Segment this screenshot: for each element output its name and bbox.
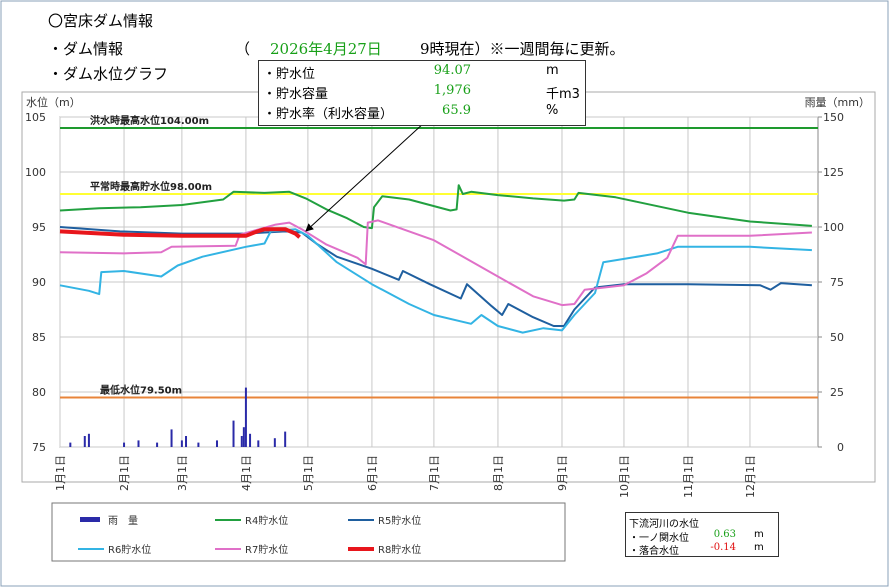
x-tick-label: 3月1日 [176,455,189,491]
rain-bar [69,442,72,447]
reference-label: 最低水位79.50m [100,384,182,397]
info-box: ・貯水位 94.07 m ・貯水容量 1,976 千m3 ・貯水率（利水容量） 65.9% [258,60,586,126]
legend-label: 雨 量 [108,515,138,527]
y2-axis-label: 雨量（mm） [805,96,870,109]
legend-label: R4貯水位 [245,514,288,527]
y-tick-label: 105 [25,111,46,124]
rain-bar [284,431,287,447]
info-unit: m [546,63,559,78]
info-label: ・貯水容量 [263,87,329,102]
water-level-line [59,219,812,307]
y2-tick-label: 50 [830,331,844,344]
rain-bar [170,429,173,447]
rain-bar [137,440,140,447]
y2-tick-label: 125 [823,166,844,179]
info-value: 65.9 [442,103,471,118]
y-axis-label: 水位（m） [26,95,81,109]
y-tick-label: 85 [32,331,46,344]
info-unit: 千m3 [546,87,580,102]
river-title: 下流河川の水位 [629,519,699,530]
y2-tick-label: 75 [830,276,844,289]
y2-tick-label: 0 [837,441,844,454]
legend-swatch [80,517,100,522]
info-row: ・貯水位 94.07 m [263,63,581,83]
info-label: ・貯水位 [263,67,316,82]
y-tick-label: 95 [32,221,46,234]
x-tick-label: 1月1日 [54,455,67,491]
x-tick-label: 4月1日 [240,455,253,491]
river-label: ・落合水位 [629,546,679,557]
x-tick-label: 9月1日 [556,455,569,491]
x-tick-label: 5月1日 [302,455,315,491]
river-value: -0.14 [710,542,736,553]
legend-label: R7貯水位 [245,543,288,556]
river-value: 0.63 [713,529,736,540]
river-label: ・一ノ関水位 [629,533,689,544]
rain-bar [83,436,86,447]
y-tick-label: 90 [32,276,46,289]
water-level-line [59,228,812,334]
rain-bar [180,440,183,447]
info-unit: % [546,103,559,118]
y2-tick-label: 150 [823,111,844,124]
info-value: 1,976 [433,83,471,98]
legend-label: R5貯水位 [378,514,421,527]
water-level-line [59,227,301,239]
rain-bar [185,436,188,447]
y-tick-label: 75 [32,441,46,454]
info-row: ・貯水容量 1,976 千m3 [263,83,581,103]
x-tick-label: 11月1日 [682,455,695,498]
legend-label: R8貯水位 [378,543,421,556]
info-label: ・貯水率（利水容量） [263,107,394,122]
update-note: 9時現在）※一週間毎に更新。 [420,40,625,58]
rain-bar [242,427,245,447]
river-unit: m [754,529,764,540]
y-tick-label: 80 [32,386,46,399]
paren: （ [235,40,251,58]
pointer-arrow [305,121,426,232]
x-tick-label: 10月1日 [618,455,631,498]
river-unit: m [754,542,764,553]
rain-bar [249,433,252,447]
section-heading: ・ダム情報 [48,40,124,58]
rain-bar [156,442,159,447]
info-row: ・貯水率（利水容量） 65.9% [263,103,581,123]
river-box: 下流河川の水位 ・一ノ関水位 0.63 m ・落合水位 -0.14 m [625,512,779,557]
x-tick-label: 6月1日 [366,455,379,491]
rain-bar [215,440,218,447]
x-tick-label: 12月1日 [744,455,757,498]
rain-bar [257,440,260,447]
page-title: 〇宮床ダム情報 [48,12,154,30]
update-date: 2026年4月27日 [270,40,382,58]
rain-bar [232,420,235,447]
rain-bar [240,436,243,447]
legend-label: R6貯水位 [108,543,151,556]
rain-bar [197,442,200,447]
reference-label: 平常時最高貯水位98.00m [90,180,212,193]
x-tick-label: 7月1日 [428,455,441,491]
x-tick-label: 8月1日 [492,455,505,491]
rain-bar [273,438,276,447]
section-heading: ・ダム水位グラフ [48,65,169,83]
rain-bar [87,433,90,447]
x-tick-label: 2月1日 [118,455,131,491]
y-tick-label: 100 [25,166,46,179]
legend-box [51,502,566,562]
y2-tick-label: 25 [830,386,844,399]
y2-tick-label: 100 [823,221,844,234]
info-value: 94.07 [433,63,471,78]
rain-bar [123,442,126,447]
rain-bar [244,387,247,447]
water-level-line [59,184,812,230]
reference-label: 洪水時最高水位104.00m [90,114,209,127]
